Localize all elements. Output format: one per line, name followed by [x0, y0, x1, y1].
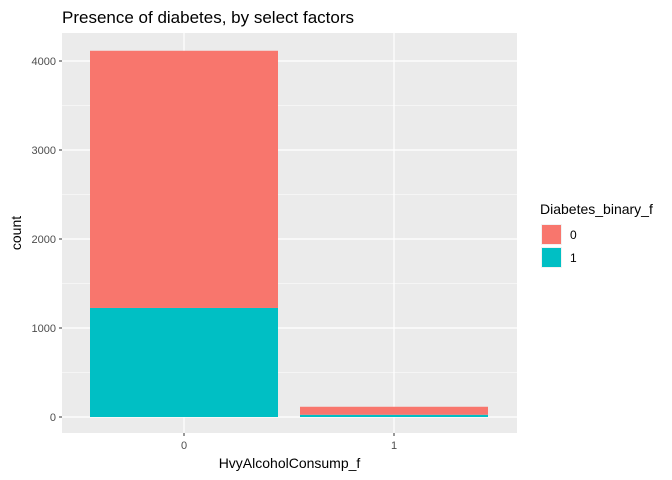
y-tick-label: 2000: [32, 234, 56, 246]
y-tick-label: 1000: [32, 323, 56, 335]
bar-segment-0-series-1: [90, 307, 278, 417]
legend-swatch-1: [542, 248, 561, 267]
bar-segment-0-series-0: [90, 50, 278, 308]
y-axis-title: count: [8, 216, 24, 250]
legend-label-0: 0: [570, 228, 577, 242]
y-tick-label: 4000: [32, 56, 56, 68]
y-tick-label: 3000: [32, 145, 56, 157]
bar-segment-1-series-1: [300, 414, 488, 417]
legend-swatch-0: [542, 225, 561, 244]
y-axis: 0 1000 2000 3000 4000: [32, 56, 62, 424]
y-tick-label: 0: [50, 412, 56, 424]
chart-title: Presence of diabetes, by select factors: [62, 8, 354, 27]
legend-title: Diabetes_binary_f: [540, 201, 653, 217]
x-tick-label: 0: [181, 440, 187, 452]
x-tick-label: 1: [391, 440, 397, 452]
legend: Diabetes_binary_f 0 1: [540, 201, 653, 268]
x-axis-title: HvyAlcoholConsump_f: [219, 455, 361, 471]
bars: [90, 50, 488, 417]
bar-segment-1-series-0: [300, 406, 488, 415]
legend-label-1: 1: [570, 251, 577, 265]
